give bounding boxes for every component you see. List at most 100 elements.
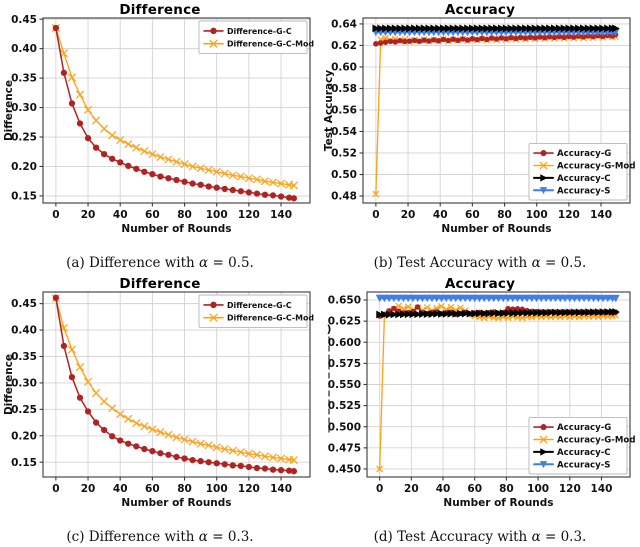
panel-c-caption-value: = 0.3.: [212, 529, 254, 545]
x-tick-label: 100: [527, 483, 549, 495]
svg-text:): ): [327, 324, 332, 336]
x-tick-label: 100: [526, 209, 548, 221]
x-tick-label: 40: [433, 209, 448, 221]
axis-ticks: 0 20 40 60 80 100 120 140 0.48 0.50 0.52 0.54 0.56 0.…: [331, 19, 612, 221]
panel-d-caption-text: Test Accuracy with: [397, 529, 528, 545]
panel-b-caption-alpha: α: [531, 255, 541, 271]
y-tick-label: 0.650: [328, 295, 361, 307]
panel-a-title: Difference: [119, 2, 201, 18]
y-tick-label: 0.48: [331, 191, 357, 203]
y-tick-label: 0.35: [11, 351, 37, 363]
x-axis-label: Number of Rounds: [443, 497, 553, 509]
series-accuracy-c: [372, 24, 620, 33]
y-tick-label: 0.25: [11, 132, 37, 144]
y-tick-label: 0.50: [331, 169, 357, 181]
panel-a-caption: (a) Difference with α = 0.5.: [0, 255, 320, 271]
series-difference-g-c-mod: [51, 24, 298, 190]
legend[interactable]: Accuracy-G Accuracy-G-Mod Accuracy-C Accura…: [528, 416, 636, 475]
legend-item-label: Accuracy-S: [557, 186, 610, 196]
y-tick-label: 0.15: [11, 457, 37, 469]
legend-item-label: Difference-G-C-Mod: [227, 40, 314, 49]
series-group: [51, 24, 298, 202]
series-difference-g-c: [52, 294, 298, 475]
x-tick-label: 0: [52, 483, 59, 495]
legend-item-label: Difference-G-C-Mod: [227, 314, 314, 323]
panel-d: Accuracy 0 20 40 60 80 100 120 140 0.450 0.475 0.5…: [320, 274, 640, 547]
panel-b-svg: 0 20 40 60 80 100 120 140 0.48 0.50 0.52 0.54 0.56 0.…: [323, 17, 636, 235]
y-tick-label: 0.25: [11, 404, 37, 416]
y-tick-label: 0.20: [11, 161, 37, 173]
legend-item-label: Accuracy-G: [557, 423, 611, 433]
legend-item-label: Accuracy-G-Mod: [557, 162, 636, 172]
panel-a-caption-prefix: (a): [66, 255, 85, 271]
y-tick-label: 0.550: [328, 379, 361, 391]
x-tick-label: 20: [81, 209, 96, 221]
x-tick-label: 0: [372, 209, 379, 221]
x-tick-label: 120: [238, 483, 260, 495]
x-tick-label: 80: [497, 209, 512, 221]
y-tick-label: 0.62: [331, 40, 357, 52]
x-tick-label: 120: [238, 209, 260, 221]
x-tick-label: 20: [81, 483, 96, 495]
series-difference-g-c-mod: [51, 294, 298, 465]
legend-item-label: Difference-G-C: [227, 27, 292, 36]
panel-c-svg: 0 20 40 60 80 100 120 140 0.15 0.20 0.25 0.30 0.35 0.…: [3, 291, 314, 509]
y-tick-label: 0.54: [331, 126, 357, 138]
y-tick-label: 0.20: [11, 430, 37, 442]
panel-a-caption-value: = 0.5.: [212, 255, 254, 271]
panel-a: Difference 0 20 40 60 80 100 120 140 0.15 0.20 0.2…: [0, 0, 320, 273]
legend[interactable]: Difference-G-C Difference-G-C-Mod: [198, 20, 314, 55]
x-tick-label: 60: [145, 483, 160, 495]
y-axis-label: Difference: [3, 80, 15, 141]
x-tick-label: 100: [206, 483, 228, 495]
y-tick-label: 0.58: [331, 83, 357, 95]
panel-a-svg: 0 20 40 60 80 100 120 140 0.15 0.20 0.25 0.30 0.35 0.…: [3, 14, 314, 235]
legend-item-label: Accuracy-G: [557, 149, 611, 159]
y-tick-label: 0.40: [11, 325, 37, 337]
y-tick-label: 0.30: [11, 378, 37, 390]
y-tick-label: 0.625: [328, 316, 361, 328]
y-tick-label: 0.525: [328, 400, 361, 412]
axis-ticks: 0 20 40 60 80 100 120 140 0.450 0.475 0.500 0.525 0.…: [328, 295, 613, 495]
panel-c-caption-prefix: (c): [66, 529, 85, 545]
axis-ticks: 0 20 40 60 80 100 120 140 0.15 0.20 0.25 0.30 0.35 0.…: [11, 298, 292, 495]
panel-d-caption: (d) Test Accuracy with α = 0.3.: [320, 529, 640, 545]
axes-frame: [42, 17, 311, 204]
y-tick-label: 0.575: [328, 358, 361, 370]
y-tick-label: 0.40: [11, 43, 37, 55]
legend-item-label: Difference-G-C: [227, 301, 292, 310]
axis-ticks: 0 20 40 60 80 100 120 140 0.15 0.20 0.25 0.30 0.35 0.…: [11, 14, 292, 221]
grid-lines: [367, 292, 630, 477]
y-tick-label: 0.52: [331, 148, 357, 160]
x-tick-label: 140: [590, 209, 612, 221]
legend-box: [528, 142, 628, 201]
series-accuracy-c: [376, 308, 620, 319]
panel-b-caption-prefix: (b): [373, 255, 393, 271]
legend-item-label: Accuracy-C: [557, 174, 611, 184]
x-tick-label: 60: [145, 209, 160, 221]
x-tick-label: 100: [206, 209, 228, 221]
y-tick-label: 0.60: [331, 62, 357, 74]
x-tick-label: 60: [465, 209, 480, 221]
legend[interactable]: Difference-G-C Difference-G-C-Mod: [198, 294, 314, 329]
series-group: [51, 294, 298, 475]
x-tick-label: 20: [401, 209, 416, 221]
legend[interactable]: Accuracy-G Accuracy-G-Mod Accuracy-C Accura…: [528, 142, 636, 201]
y-tick-label: 0.600: [328, 337, 361, 349]
legend-box: [198, 294, 308, 329]
panel-d-plot: 0 20 40 60 80 100 120 140 0.450 0.475 0.500 0.525 0.…: [320, 274, 640, 522]
panel-d-caption-value: = 0.3.: [544, 529, 587, 545]
x-tick-label: 140: [591, 483, 613, 495]
panel-c-caption: (c) Difference with α = 0.3.: [0, 529, 320, 545]
panel-c: Difference 0 20 40 60 80 100 120 140 0.15 0.20 0.2…: [0, 274, 320, 547]
panel-b-title: Accuracy: [444, 2, 516, 18]
y-tick-label: 0.30: [11, 102, 37, 114]
legend-item-label: Accuracy-S: [557, 460, 610, 470]
x-axis-label: Number of Rounds: [121, 497, 231, 509]
y-tick-label: 0.56: [331, 105, 357, 117]
series-group: [375, 294, 620, 473]
legend-item-label: Accuracy-G-Mod: [557, 436, 636, 446]
x-tick-label: 140: [270, 209, 292, 221]
legend-box: [198, 20, 308, 55]
panel-b-caption-value: = 0.5.: [544, 255, 587, 271]
